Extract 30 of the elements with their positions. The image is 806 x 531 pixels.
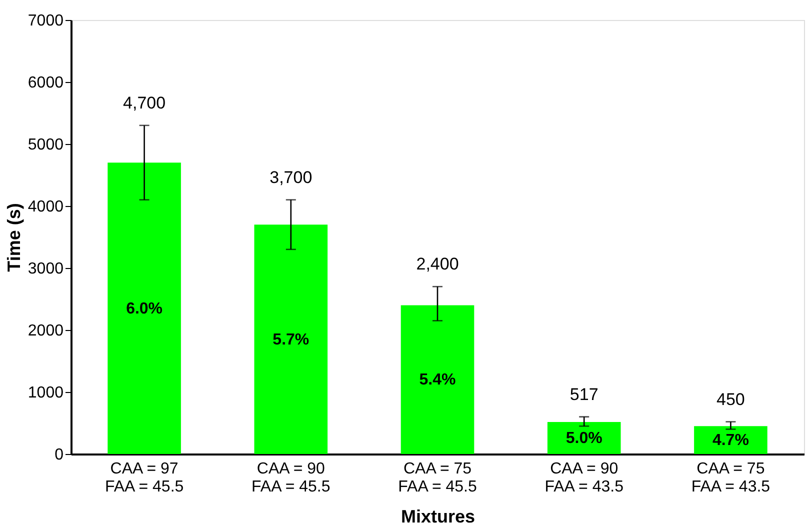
bar	[547, 422, 621, 454]
data-label: 450	[716, 390, 745, 409]
x-tick-label: CAA = 90 FAA = 45.5	[252, 460, 330, 496]
bar	[254, 224, 328, 454]
y-tick-label: 1000	[28, 384, 64, 402]
y-tick-label: 3000	[28, 260, 64, 278]
y-axis-title: Time (s)	[4, 203, 24, 272]
annotation: 5.4%	[419, 372, 456, 389]
y-tick-label: 0	[54, 446, 64, 464]
x-tick-label: CAA = 90 FAA = 43.5	[544, 460, 624, 496]
y-tick-label: 2000	[28, 322, 64, 340]
x-tick-label: CAA = 75 FAA = 43.5	[691, 460, 770, 496]
x-tick-label: CAA = 75 FAA = 45.5	[398, 460, 477, 496]
data-label: 3,700	[270, 168, 312, 187]
data-label: 4,700	[123, 93, 166, 112]
x-tick-label: CAA = 97 FAA = 45.5	[104, 460, 184, 496]
annotation: 4.7%	[712, 432, 749, 450]
y-tick-label: 5000	[28, 136, 64, 154]
bar	[400, 305, 474, 454]
bar	[694, 426, 768, 454]
data-label: 517	[570, 384, 598, 404]
bar	[108, 162, 181, 454]
x-axis-title: Mixtures	[400, 506, 476, 526]
y-tick-label: 6000	[28, 74, 64, 92]
y-tick-label: 4000	[28, 198, 64, 216]
annotation: 5.7%	[272, 331, 310, 348]
y-tick-label: 7000	[28, 12, 64, 30]
annotation: 6.0%	[126, 300, 163, 318]
annotation: 5.0%	[566, 430, 602, 447]
data-label: 2,400	[416, 254, 459, 274]
